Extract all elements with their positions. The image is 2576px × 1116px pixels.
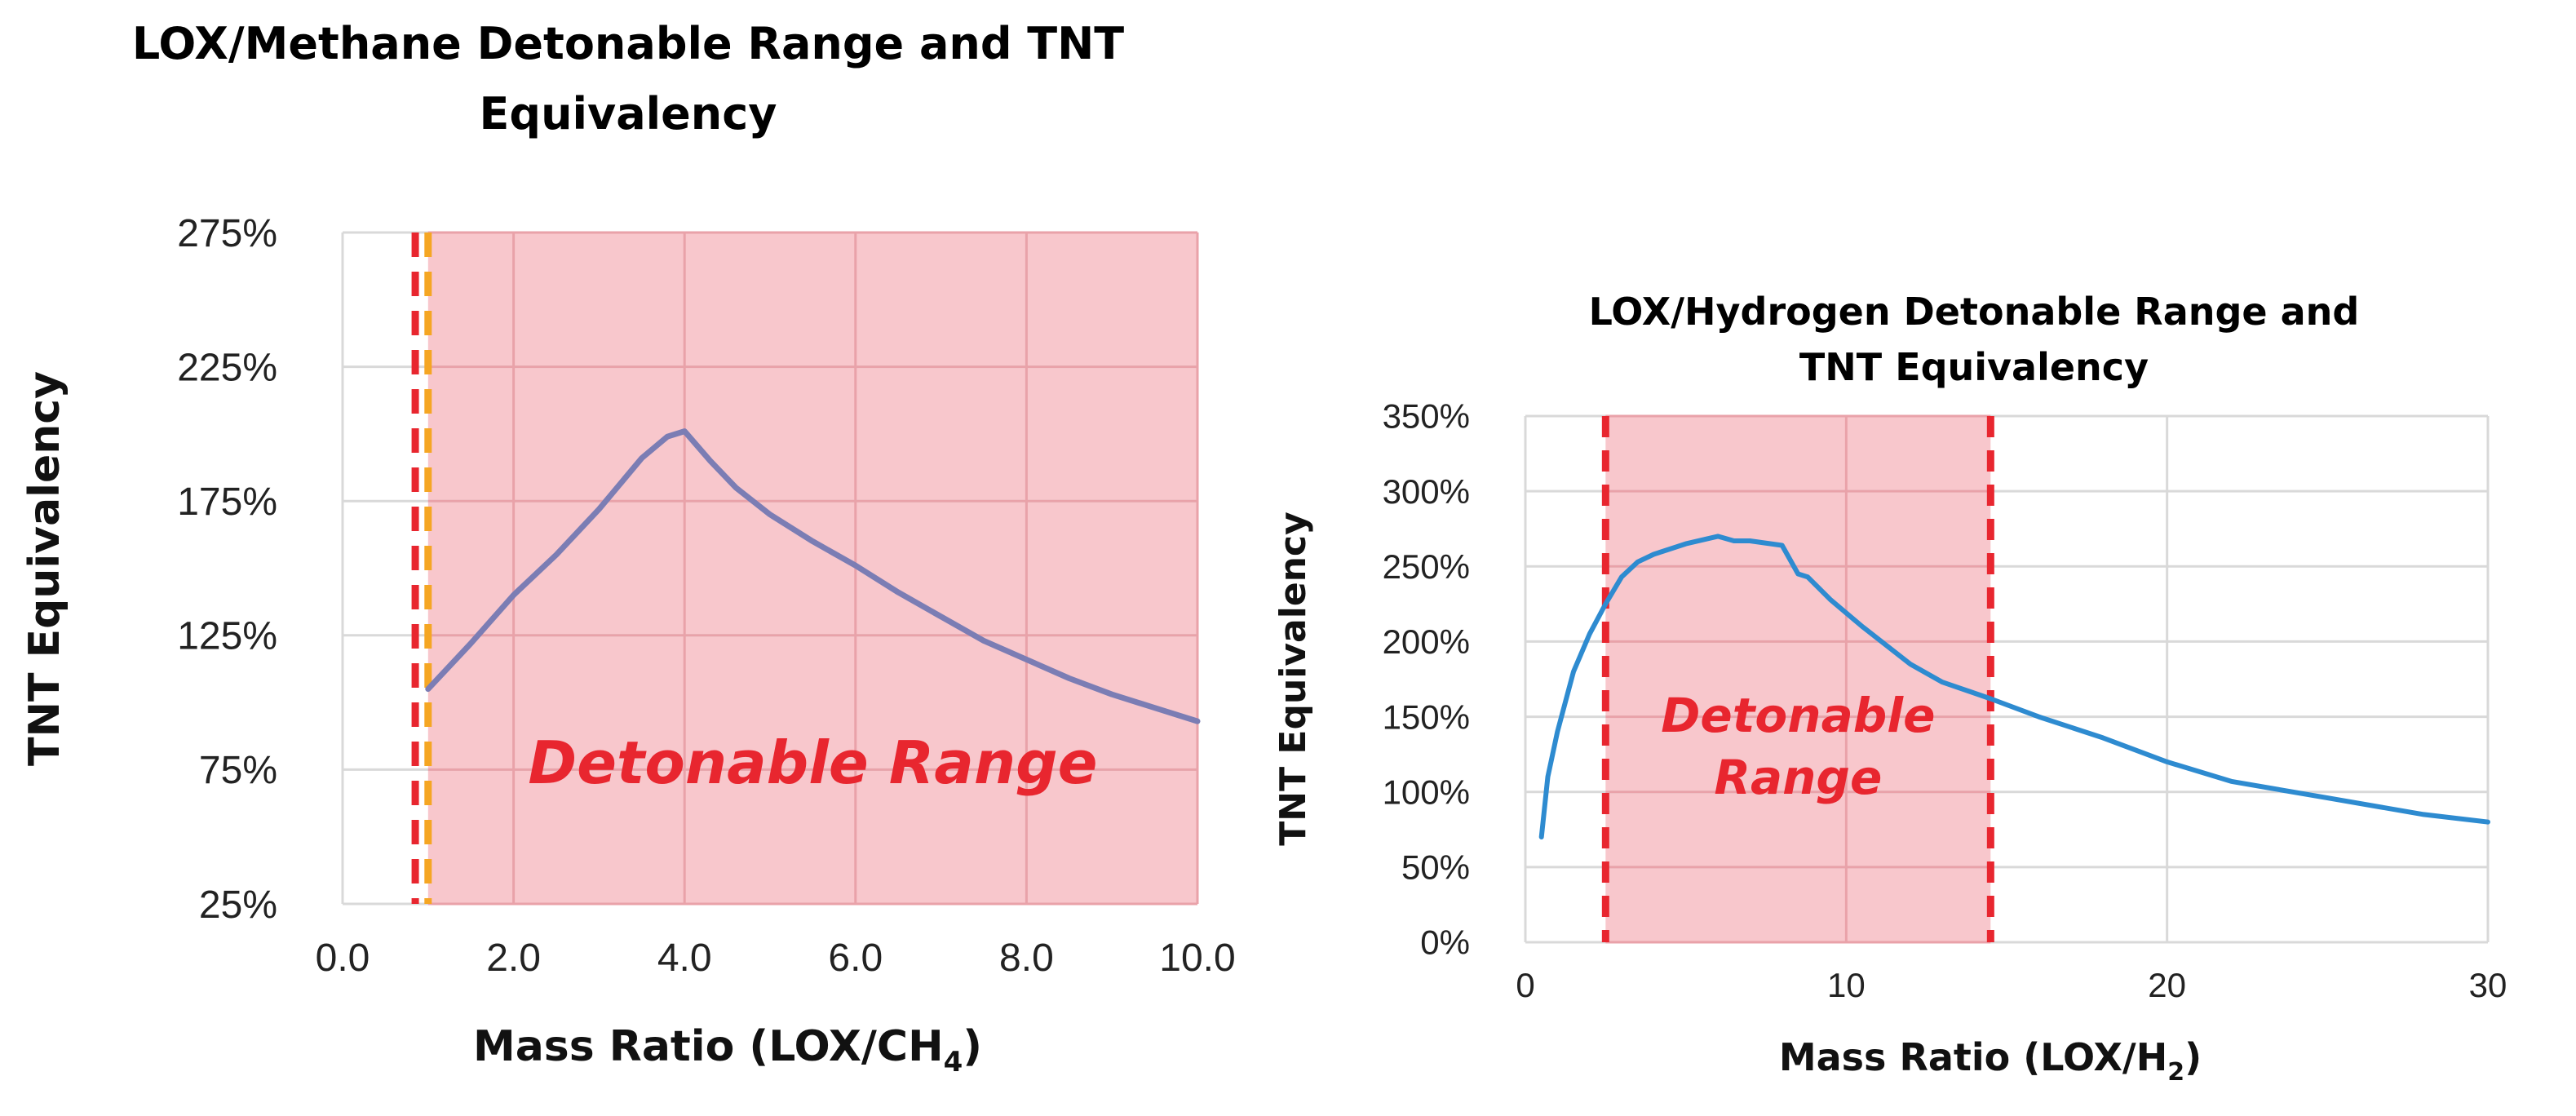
x-tick-label: 0.0 xyxy=(316,937,370,980)
series-line xyxy=(1538,534,2490,839)
y-tick-label: 0% xyxy=(1420,923,1470,962)
methane-chart: Detonable Range LOX/Methane Detonable Ran… xyxy=(20,18,1236,1078)
y-tick-label: 50% xyxy=(1401,848,1470,887)
y-tick-label: 250% xyxy=(1383,547,1470,586)
detonable-range-label: Detonable Range xyxy=(528,728,1097,797)
x-axis-title: Mass Ratio (LOX/CH4) xyxy=(473,1022,982,1078)
x-tick-label: 0 xyxy=(1516,966,1534,1004)
detonable-region xyxy=(1605,416,1991,942)
y-tick-label: 300% xyxy=(1383,472,1470,511)
detonable-range-label: Range xyxy=(1714,750,1882,805)
y-tick-label: 200% xyxy=(1383,622,1470,661)
y-tick-label: 100% xyxy=(1383,773,1470,811)
x-tick-label: 4.0 xyxy=(657,937,712,980)
hydrogen-chart: Detonable Range LOX/Hydrogen Detonable Ran… xyxy=(1273,290,2507,1087)
x-tick-label: 6.0 xyxy=(828,937,883,980)
y-tick-label: 350% xyxy=(1383,397,1470,436)
x-tick-label: 8.0 xyxy=(999,937,1054,980)
x-tick-label: 2.0 xyxy=(486,937,541,980)
x-tick-label: 10.0 xyxy=(1159,937,1235,980)
x-tick-label: 10 xyxy=(1827,966,1866,1004)
series-line xyxy=(425,428,1201,724)
y-tick-label: 25% xyxy=(199,884,277,927)
detonable-range-label: Detonable xyxy=(1661,688,1935,743)
hydrogen-chart-panel: Detonable Range LOX/Hydrogen Detonable Ran… xyxy=(1256,0,2576,1116)
y-tick-label: 225% xyxy=(177,346,277,389)
methane-chart-panel: Detonable Range LOX/Methane Detonable Ran… xyxy=(0,0,1256,1116)
chart-title-line: LOX/Methane Detonable Range and TNT xyxy=(132,18,1124,69)
chart-title-line: Equivalency xyxy=(480,88,777,140)
y-tick-label: 150% xyxy=(1383,698,1470,736)
detonable-region xyxy=(427,232,1197,904)
x-axis-title: Mass Ratio (LOX/H2) xyxy=(1779,1035,2202,1087)
chart-title-line: LOX/Hydrogen Detonable Range and xyxy=(1589,290,2360,334)
x-tick-label: 30 xyxy=(2469,966,2507,1004)
y-axis-title: TNT Equivalency xyxy=(20,371,69,766)
chart-title-line: TNT Equivalency xyxy=(1799,345,2149,389)
y-tick-label: 275% xyxy=(177,212,277,255)
y-tick-label: 75% xyxy=(199,749,277,792)
y-axis-title: TNT Equivalency xyxy=(1273,512,1314,846)
x-tick-label: 20 xyxy=(2148,966,2186,1004)
y-tick-label: 175% xyxy=(177,480,277,524)
y-tick-label: 125% xyxy=(177,615,277,658)
